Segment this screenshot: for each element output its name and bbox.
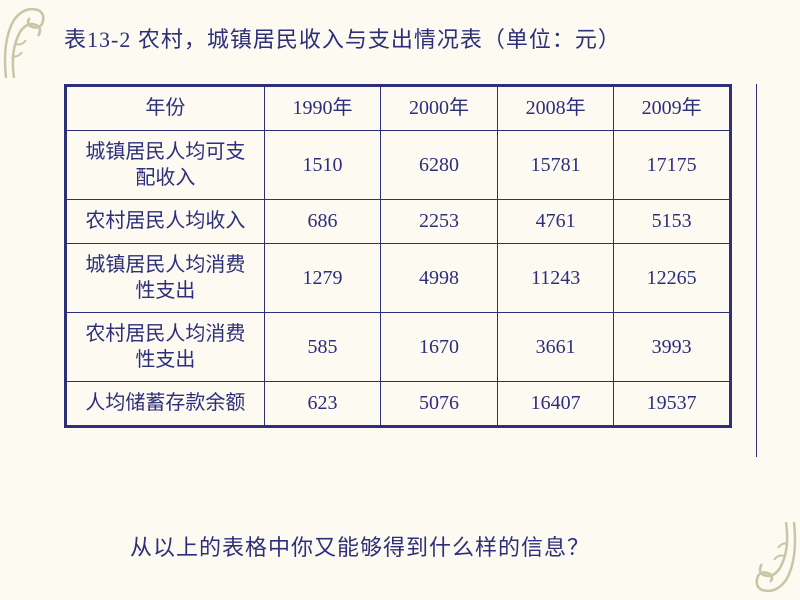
data-table: 年份 1990年 2000年 2008年 2009年 城镇居民人均可支配收入 1… [64,84,732,428]
table-cell: 3993 [614,313,731,382]
table-cell: 1670 [381,313,498,382]
table-row: 农村居民人均消费性支出 585 1670 3661 3993 [66,313,731,382]
table-cell: 1510 [264,131,381,200]
table-cell: 15781 [497,131,614,200]
table-header-cell: 1990年 [264,86,381,131]
table-cell: 6280 [381,131,498,200]
table-header-cell: 年份 [66,86,265,131]
table-row-label: 城镇居民人均可支配收入 [66,131,265,200]
table-cell: 4998 [381,244,498,313]
table-cell: 623 [264,382,381,427]
table-row-label: 农村居民人均消费性支出 [66,313,265,382]
table-cell: 5153 [614,200,731,244]
table-row: 城镇居民人均消费性支出 1279 4998 11243 12265 [66,244,731,313]
table-row: 人均储蓄存款余额 623 5076 16407 19537 [66,382,731,427]
table-row-label: 城镇居民人均消费性支出 [66,244,265,313]
table-cell: 585 [264,313,381,382]
table-cell: 5076 [381,382,498,427]
table-row: 农村居民人均收入 686 2253 4761 5153 [66,200,731,244]
side-accent-line [756,84,758,457]
table-cell: 3661 [497,313,614,382]
table-cell: 17175 [614,131,731,200]
table-row-label: 人均储蓄存款余额 [66,382,265,427]
table-cell: 16407 [497,382,614,427]
page-title: 表13-2 农村，城镇居民收入与支出情况表（单位：元） [64,22,621,54]
table-cell: 11243 [497,244,614,313]
table-cell: 12265 [614,244,731,313]
corner-ornament-top-left [0,0,48,80]
table-cell: 2253 [381,200,498,244]
table-row-label: 农村居民人均收入 [66,200,265,244]
question-text: 从以上的表格中你又能够得到什么样的信息？ [130,530,590,562]
table-header-cell: 2000年 [381,86,498,131]
table-cell: 1279 [264,244,381,313]
table-header-row: 年份 1990年 2000年 2008年 2009年 [66,86,731,131]
table-cell: 4761 [497,200,614,244]
table-row: 城镇居民人均可支配收入 1510 6280 15781 17175 [66,131,731,200]
table-cell: 686 [264,200,381,244]
table-header-cell: 2009年 [614,86,731,131]
corner-ornament-bottom-right [752,520,800,600]
table-header-cell: 2008年 [497,86,614,131]
table-cell: 19537 [614,382,731,427]
